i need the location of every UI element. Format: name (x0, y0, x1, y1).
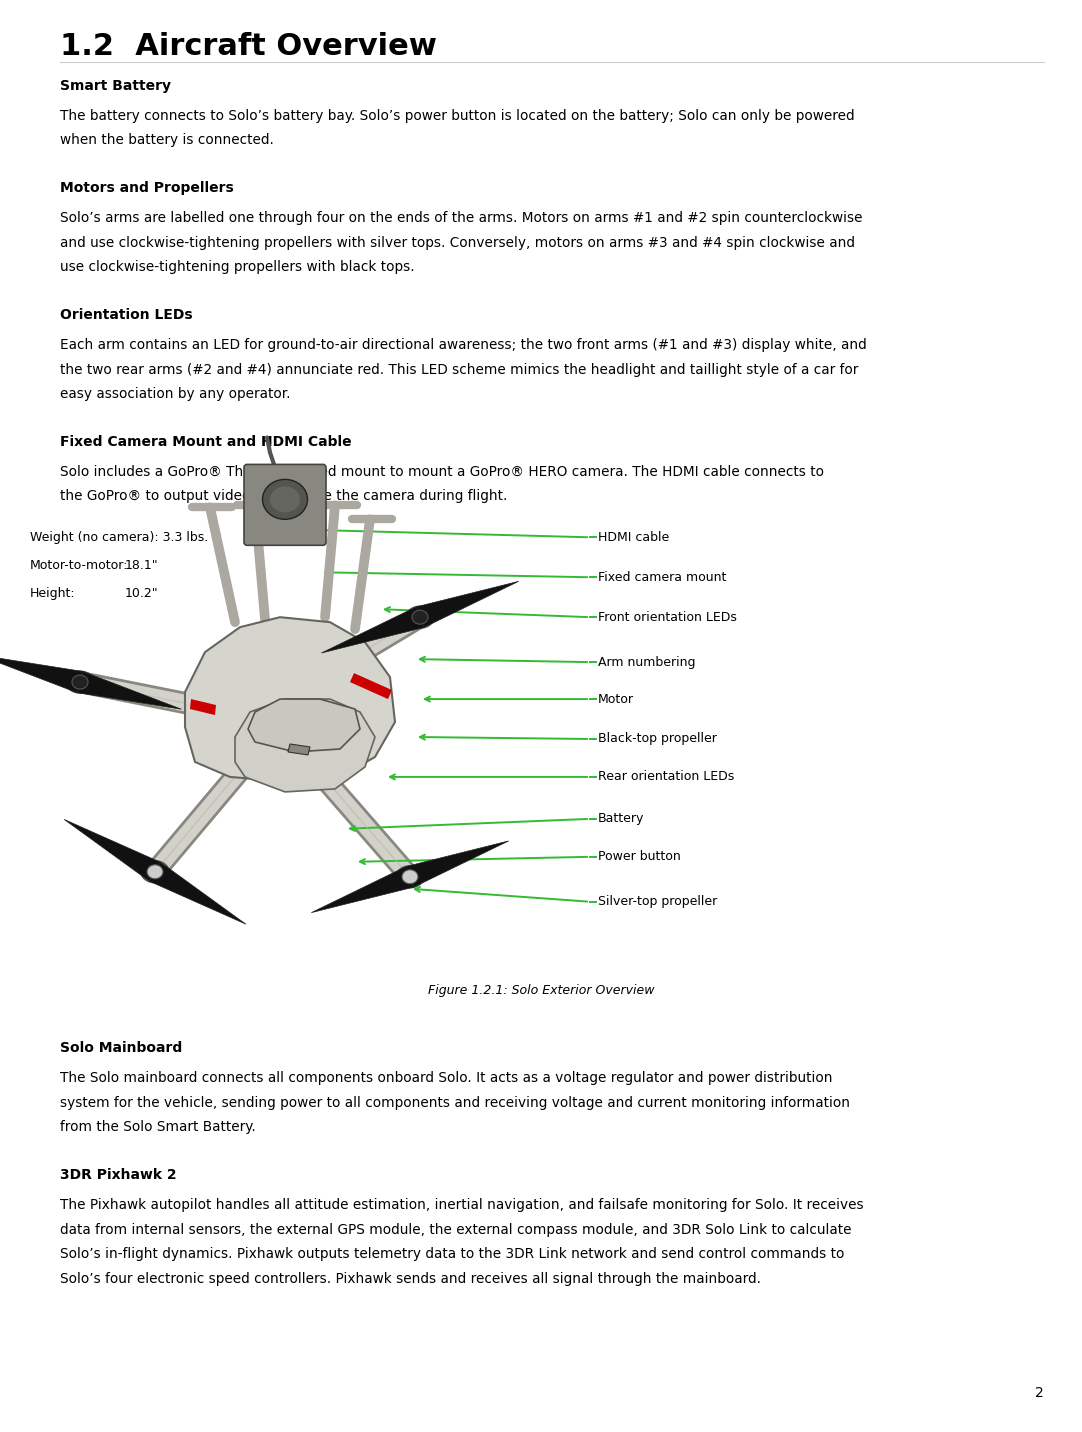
Text: data from internal sensors, the external GPS module, the external compass module: data from internal sensors, the external… (60, 1223, 852, 1237)
Text: Solo Mainboard: Solo Mainboard (60, 1041, 182, 1055)
Text: Power button: Power button (598, 851, 681, 863)
Polygon shape (235, 699, 375, 792)
Text: Figure 1.2.1: Solo Exterior Overview: Figure 1.2.1: Solo Exterior Overview (427, 984, 655, 997)
Polygon shape (417, 581, 518, 627)
Text: Battery: Battery (598, 812, 645, 825)
Text: 1.2  Aircraft Overview: 1.2 Aircraft Overview (60, 32, 436, 60)
Text: 3DR Pixhawk 2: 3DR Pixhawk 2 (60, 1169, 176, 1181)
Ellipse shape (263, 480, 307, 520)
Polygon shape (248, 699, 360, 752)
Text: the two rear arms (#2 and #4) annunciate red. This LED scheme mimics the headlig: the two rear arms (#2 and #4) annunciate… (60, 362, 858, 377)
Text: Fixed Camera Mount and HDMI Cable: Fixed Camera Mount and HDMI Cable (60, 435, 352, 448)
Text: Solo’s four electronic speed controllers. Pixhawk sends and receives all signal : Solo’s four electronic speed controllers… (60, 1272, 761, 1286)
Text: Solo includes a GoPro® The Frame fixed mount to mount a GoPro® HERO camera. The : Solo includes a GoPro® The Frame fixed m… (60, 465, 823, 478)
Text: Solo’s in-flight dynamics. Pixhawk outputs telemetry data to the 3DR Link networ: Solo’s in-flight dynamics. Pixhawk outpu… (60, 1247, 844, 1262)
Text: Solo’s arms are labelled one through four on the ends of the arms. Motors on arm: Solo’s arms are labelled one through fou… (60, 211, 862, 225)
Ellipse shape (66, 672, 94, 693)
Ellipse shape (72, 674, 88, 689)
Ellipse shape (403, 869, 418, 884)
Text: and use clockwise-tightening propellers with silver tops. Conversely, motors on : and use clockwise-tightening propellers … (60, 236, 855, 249)
Text: Black-top propeller: Black-top propeller (598, 733, 717, 746)
Text: Silver-top propeller: Silver-top propeller (598, 895, 717, 908)
FancyBboxPatch shape (245, 464, 326, 546)
Text: The battery connects to Solo’s battery bay. Solo’s power button is located on th: The battery connects to Solo’s battery b… (60, 109, 854, 123)
Polygon shape (64, 819, 160, 881)
Text: Rear orientation LEDs: Rear orientation LEDs (598, 770, 735, 783)
Text: Weight (no camera): 3.3 lbs.: Weight (no camera): 3.3 lbs. (30, 531, 208, 544)
Ellipse shape (141, 861, 169, 882)
Text: 2: 2 (1035, 1386, 1044, 1400)
Ellipse shape (147, 865, 163, 879)
Text: Orientation LEDs: Orientation LEDs (60, 308, 193, 322)
Text: Each arm contains an LED for ground-to-air directional awareness; the two front : Each arm contains an LED for ground-to-a… (60, 338, 867, 352)
Ellipse shape (396, 866, 424, 888)
Text: Arm numbering: Arm numbering (598, 656, 696, 669)
Text: the GoPro® to output video and charge the camera during flight.: the GoPro® to output video and charge th… (60, 490, 506, 504)
Text: Fixed camera mount: Fixed camera mount (598, 571, 726, 584)
Ellipse shape (406, 606, 434, 629)
Polygon shape (288, 745, 311, 755)
Polygon shape (0, 654, 83, 693)
Polygon shape (185, 617, 395, 782)
Text: Smart Battery: Smart Battery (60, 79, 171, 93)
Text: Front orientation LEDs: Front orientation LEDs (598, 610, 737, 624)
Text: HDMI cable: HDMI cable (598, 531, 670, 544)
Polygon shape (349, 673, 392, 699)
Polygon shape (149, 862, 246, 924)
Text: Motors and Propellers: Motors and Propellers (60, 180, 234, 195)
Polygon shape (312, 866, 413, 912)
Text: Motor: Motor (598, 693, 634, 706)
Text: when the battery is connected.: when the battery is connected. (60, 133, 274, 147)
Text: easy association by any operator.: easy association by any operator. (60, 387, 290, 401)
Text: Height:: Height: (30, 587, 76, 600)
Text: 10.2": 10.2" (126, 587, 159, 600)
Text: The Pixhawk autopilot handles all attitude estimation, inertial navigation, and : The Pixhawk autopilot handles all attitu… (60, 1199, 863, 1211)
Text: use clockwise-tightening propellers with black tops.: use clockwise-tightening propellers with… (60, 261, 414, 275)
Polygon shape (321, 607, 424, 653)
Text: Motor-to-motor:: Motor-to-motor: (30, 560, 129, 573)
Text: 18.1": 18.1" (126, 560, 159, 573)
Text: The Solo mainboard connects all components onboard Solo. It acts as a voltage re: The Solo mainboard connects all componen… (60, 1071, 832, 1085)
Polygon shape (77, 672, 182, 709)
Text: system for the vehicle, sending power to all components and receiving voltage an: system for the vehicle, sending power to… (60, 1095, 849, 1110)
Polygon shape (406, 841, 509, 886)
Text: from the Solo Smart Battery.: from the Solo Smart Battery. (60, 1120, 255, 1134)
Polygon shape (190, 699, 216, 715)
Ellipse shape (270, 487, 300, 513)
Ellipse shape (412, 610, 428, 624)
